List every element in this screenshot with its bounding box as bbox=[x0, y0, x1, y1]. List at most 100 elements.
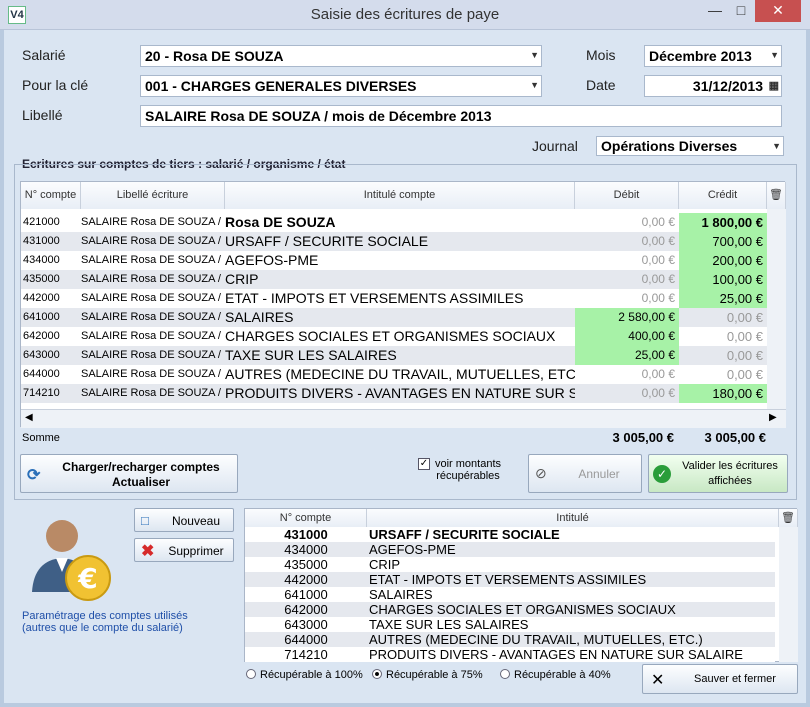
table-row[interactable]: 644000 SALAIRE Rosa DE SOUZA / AUTRES (MED… bbox=[21, 365, 767, 384]
calendar-icon[interactable]: ▦ bbox=[768, 80, 779, 92]
table-row[interactable]: 642000 SALAIRE Rosa DE SOUZA / CHARGES SOC… bbox=[21, 327, 767, 346]
list-item[interactable]: 442000 ETAT - IMPOTS ET VERSEMENTS ASSIMI… bbox=[245, 572, 775, 587]
list-item[interactable]: 643000 TAXE SUR LES SALAIRES bbox=[245, 617, 775, 632]
acc-col-header-no[interactable]: N° compte bbox=[245, 509, 367, 527]
close-button[interactable]: ✕ bbox=[755, 0, 801, 22]
param-text-line2: (autres que le compte du salarié) bbox=[22, 622, 183, 634]
cell-credit: 25,00 € bbox=[679, 289, 767, 308]
cell-libelle: SALAIRE Rosa DE SOUZA / bbox=[81, 292, 221, 304]
supprimer-button[interactable]: ✖ Supprimer bbox=[134, 538, 234, 562]
list-item[interactable]: 714210 PRODUITS DIVERS - AVANTAGES EN NAT… bbox=[245, 647, 775, 662]
valider-label-1: Valider les écritures bbox=[682, 460, 778, 472]
nouveau-button[interactable]: □ Nouveau bbox=[134, 508, 234, 532]
list-item[interactable]: 435000 CRIP bbox=[245, 557, 775, 572]
cell-libelle: SALAIRE Rosa DE SOUZA / bbox=[81, 349, 221, 361]
col-header-credit[interactable]: Crédit bbox=[679, 182, 767, 209]
param-text: Paramétrage des comptes utilisés (autres… bbox=[22, 610, 212, 634]
col-header-debit[interactable]: Débit bbox=[575, 182, 679, 209]
col-header-libelle[interactable]: Libellé écriture bbox=[81, 182, 225, 209]
cell-libelle: SALAIRE Rosa DE SOUZA / bbox=[81, 368, 221, 380]
acc-cell-no: 641000 bbox=[284, 587, 328, 602]
delete-icon: ✖ bbox=[141, 543, 155, 560]
table-row[interactable]: 643000 SALAIRE Rosa DE SOUZA / TAXE SUR LE… bbox=[21, 346, 767, 365]
salarie-label: Salarié bbox=[22, 47, 66, 63]
cle-select[interactable]: 001 - CHARGES GENERALES DIVERSES ▼ bbox=[140, 75, 542, 97]
table-row[interactable]: 435000 SALAIRE Rosa DE SOUZA / CRIP 0,00 € 1… bbox=[21, 270, 767, 289]
col-header-intitule[interactable]: Intitulé compte bbox=[225, 182, 575, 209]
charger-button[interactable]: ⟳ Charger/recharger comptes Actualiser bbox=[20, 454, 238, 493]
cell-no: 434000 bbox=[23, 254, 60, 266]
scroll-right-icon[interactable]: ▶ bbox=[769, 412, 777, 423]
radio-100[interactable]: Récupérable à 100% bbox=[246, 669, 363, 681]
radio-100-dot[interactable] bbox=[246, 669, 256, 679]
acc-cell-no: 442000 bbox=[284, 572, 328, 587]
vertical-scrollbar[interactable] bbox=[767, 209, 786, 409]
cell-no: 641000 bbox=[23, 311, 60, 323]
trash-icon[interactable]: 🗑 bbox=[779, 509, 798, 527]
annuler-button[interactable]: ⊘ Annuler bbox=[528, 454, 642, 493]
cell-credit: 200,00 € bbox=[679, 251, 767, 270]
cell-intitule: SALAIRES bbox=[225, 309, 294, 325]
sauver-label: Sauver et fermer bbox=[694, 673, 776, 685]
accounts-scrollbar[interactable] bbox=[779, 527, 798, 662]
cell-debit: 0,00 € bbox=[641, 253, 675, 267]
cell-credit: 0,00 € bbox=[726, 348, 763, 363]
trash-icon[interactable]: 🗑 bbox=[767, 182, 786, 209]
radio-75[interactable]: Récupérable à 75% bbox=[372, 669, 483, 681]
chevron-down-icon: ▼ bbox=[530, 50, 539, 60]
cell-credit: 180,00 € bbox=[679, 384, 767, 403]
valider-button[interactable]: ✓ Valider les écritures affichées bbox=[648, 454, 788, 493]
entries-groupbox bbox=[14, 164, 797, 500]
annuler-label: Annuler bbox=[578, 467, 620, 481]
new-document-icon: □ bbox=[141, 513, 149, 528]
acc-cell-intitule: TAXE SUR LES SALAIRES bbox=[369, 617, 529, 632]
acc-cell-no: 644000 bbox=[284, 632, 328, 647]
mois-select[interactable]: Décembre 2013 ▼ bbox=[644, 45, 782, 67]
salarie-select[interactable]: 20 - Rosa DE SOUZA ▼ bbox=[140, 45, 542, 67]
acc-col-header-intitule[interactable]: Intitulé bbox=[367, 509, 779, 527]
cell-no: 714210 bbox=[23, 387, 60, 399]
table-row[interactable]: 434000 SALAIRE Rosa DE SOUZA / AGEFOS-PME 0… bbox=[21, 251, 767, 270]
list-item[interactable]: 644000 AUTRES (MEDECINE DU TRAVAIL, MUTUE… bbox=[245, 632, 775, 647]
table-row[interactable]: 421000 SALAIRE Rosa DE SOUZA / Rosa DE SOU… bbox=[21, 213, 767, 232]
journal-select[interactable]: Opérations Diverses ▼ bbox=[596, 136, 784, 156]
acc-cell-intitule: AUTRES (MEDECINE DU TRAVAIL, MUTUELLES, … bbox=[369, 632, 703, 647]
cell-intitule: CHARGES SOCIALES ET ORGANISMES SOCIAUX bbox=[225, 328, 556, 344]
list-item[interactable]: 641000 SALAIRES bbox=[245, 587, 775, 602]
cell-libelle: SALAIRE Rosa DE SOUZA / bbox=[81, 387, 221, 399]
radio-40[interactable]: Récupérable à 40% bbox=[500, 669, 611, 681]
col-header-no[interactable]: N° compte bbox=[21, 182, 81, 209]
voir-montants-checkbox[interactable]: ✓ bbox=[418, 458, 430, 470]
accounts-grid[interactable]: N° compte Intitulé 🗑 431000 URSAFF / SECU… bbox=[244, 508, 798, 662]
cancel-icon: ⊘ bbox=[535, 465, 547, 481]
maximize-button[interactable]: □ bbox=[736, 2, 746, 18]
table-row[interactable]: 641000 SALAIRE Rosa DE SOUZA / SALAIRES 2 5… bbox=[21, 308, 767, 327]
checkbox-label-line1: voir montants bbox=[434, 458, 502, 470]
radio-40-label: Récupérable à 40% bbox=[514, 669, 611, 681]
entries-grid[interactable]: N° compte Libellé écriture Intitulé comp… bbox=[20, 181, 786, 428]
cell-debit: 400,00 € bbox=[575, 327, 679, 346]
cell-intitule: URSAFF / SECURITE SOCIALE bbox=[225, 233, 429, 249]
nouveau-label: Nouveau bbox=[171, 514, 221, 528]
cell-intitule: AUTRES (MEDECINE DU TRAVAIL, MUTUELLES, … bbox=[225, 366, 575, 382]
list-item[interactable]: 434000 AGEFOS-PME bbox=[245, 542, 775, 557]
radio-75-label: Récupérable à 75% bbox=[386, 669, 483, 681]
cell-libelle: SALAIRE Rosa DE SOUZA / bbox=[81, 254, 221, 266]
minimize-button[interactable]: — bbox=[708, 2, 722, 18]
list-item[interactable]: 642000 CHARGES SOCIALES ET ORGANISMES SOC… bbox=[245, 602, 775, 617]
table-row[interactable]: 714210 SALAIRE Rosa DE SOUZA / PRODUITS DI… bbox=[21, 384, 767, 403]
sauver-button[interactable]: ✕ Sauver et fermer bbox=[642, 664, 798, 694]
cell-no: 435000 bbox=[23, 273, 60, 285]
refresh-icon: ⟳ bbox=[27, 467, 41, 484]
radio-75-dot[interactable] bbox=[372, 669, 382, 679]
cell-libelle: SALAIRE Rosa DE SOUZA / bbox=[81, 235, 221, 247]
scroll-left-icon[interactable]: ◀ bbox=[25, 412, 33, 423]
table-row[interactable]: 431000 SALAIRE Rosa DE SOUZA / URSAFF / SE… bbox=[21, 232, 767, 251]
table-row[interactable]: 442000 SALAIRE Rosa DE SOUZA / ETAT - IMPO… bbox=[21, 289, 767, 308]
date-input[interactable]: 31/12/2013 ▦ bbox=[644, 75, 782, 97]
list-item[interactable]: 431000 URSAFF / SECURITE SOCIALE bbox=[245, 527, 775, 542]
libelle-input[interactable]: SALAIRE Rosa DE SOUZA / mois de Décembre… bbox=[140, 105, 782, 127]
cell-libelle: SALAIRE Rosa DE SOUZA / bbox=[81, 273, 221, 285]
horizontal-scrollbar[interactable]: ◀ ▶ bbox=[21, 409, 786, 428]
radio-40-dot[interactable] bbox=[500, 669, 510, 679]
